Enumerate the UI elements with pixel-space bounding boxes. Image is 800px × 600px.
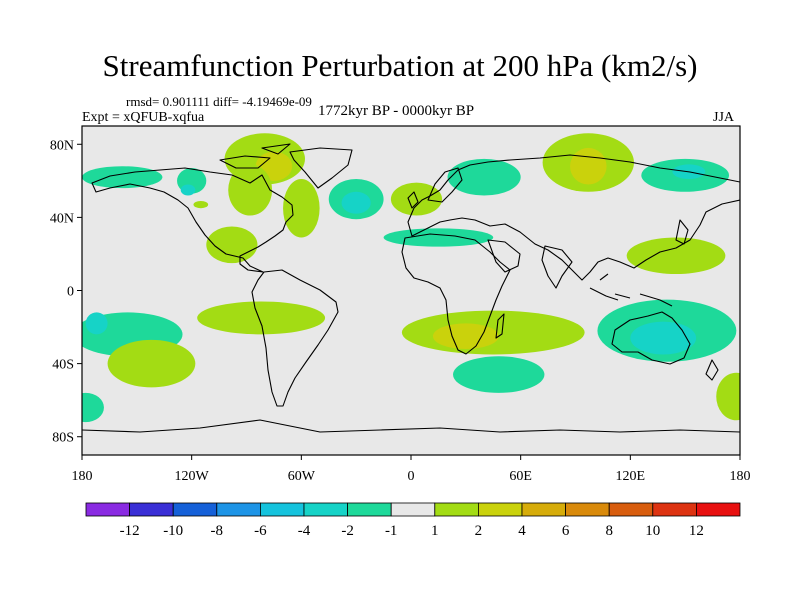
- colorbar-swatch-1: [85, 502, 130, 517]
- lon-tick-label: 120W: [175, 469, 210, 484]
- colorbar-label: 10: [645, 523, 660, 539]
- anomaly-region-4: [283, 179, 320, 238]
- colorbar-label: 4: [518, 523, 526, 539]
- colorbar-label: -12: [120, 523, 140, 539]
- coast-arabia: [487, 239, 521, 273]
- colorbar-label: -10: [163, 523, 183, 539]
- colorbar-swatch-10: [477, 502, 523, 517]
- colorbar-swatch-4: [216, 502, 261, 517]
- colorbar-swatch-3: [172, 502, 218, 517]
- anomaly-region-29: [82, 392, 104, 423]
- anomaly-region-22: [197, 301, 326, 335]
- anomaly-region-26: [453, 356, 545, 393]
- coast-africa: [401, 233, 511, 355]
- anomaly-region-7: [341, 191, 371, 214]
- axis-ticks: 80N 40N 0 40S 80S 180 120W 60W 0 60E 120E 180: [50, 138, 751, 484]
- colorbar-label: -6: [254, 523, 267, 539]
- coast-eurasia: [407, 154, 740, 281]
- lon-tick-label: 180: [730, 469, 751, 484]
- anomaly-region-13: [447, 158, 521, 196]
- coast-arctic-islands: [219, 143, 291, 169]
- anomaly-region-10: [82, 166, 163, 189]
- anomaly-region-11: [193, 200, 209, 209]
- lon-tick-label: 180: [72, 469, 93, 484]
- anomaly-region-21: [85, 312, 108, 335]
- season-label: JJA: [713, 110, 735, 125]
- colorbar-swatch-11: [521, 502, 566, 517]
- stats-label: rmsd= 0.901111 diff= -4.19469e-09: [126, 94, 312, 109]
- coast-madagascar: [495, 313, 505, 339]
- anomaly-region-18: [626, 237, 726, 275]
- lon-tick-label: 0: [408, 469, 415, 484]
- colorbar-swatch-2: [129, 502, 174, 517]
- colorbar-label: 2: [475, 523, 483, 539]
- lat-tick-label: 0: [67, 285, 74, 300]
- colorbar-swatch-9: [434, 502, 479, 517]
- period-label: 1772kyr BP - 0000kyr BP: [318, 103, 475, 119]
- colorbar-swatch-5: [259, 502, 305, 517]
- coast-indonesia: [589, 273, 673, 307]
- lon-tick-label: 60E: [509, 469, 532, 484]
- colorbar-swatch-13: [608, 502, 654, 517]
- coast-scandinavia: [427, 167, 463, 203]
- anomaly-layer: [82, 133, 740, 423]
- coast-antarctica: [82, 419, 740, 433]
- anomaly-region-19: [383, 228, 494, 247]
- colorbar-label: 8: [605, 523, 613, 539]
- anomaly-region-15: [570, 147, 607, 185]
- colorbar-label: -4: [298, 523, 311, 539]
- coastlines: [82, 143, 740, 433]
- colorbar-swatch-7: [347, 502, 392, 517]
- lat-tick-label: 40N: [50, 211, 74, 226]
- colorbar-label: 12: [689, 523, 704, 539]
- anomaly-region-30: [716, 372, 740, 421]
- colorbar-swatch-8: [390, 502, 436, 517]
- anomaly-region-28: [630, 321, 697, 355]
- lon-tick-label: 60W: [288, 469, 316, 484]
- anomaly-region-9: [180, 184, 196, 196]
- colorbar-swatch-12: [565, 502, 610, 517]
- coast-japan: [675, 219, 689, 245]
- experiment-label: Expt = xQFUB-xqfua: [82, 110, 205, 125]
- coast-new-zealand: [705, 359, 719, 381]
- colorbar-label: 6: [562, 523, 570, 539]
- colorbar-label: 1: [431, 523, 439, 539]
- lon-tick-label: 120E: [616, 469, 646, 484]
- chart-title: Streamfunction Perturbation at 200 hPa (…: [102, 48, 698, 83]
- coast-north-america: [91, 167, 294, 273]
- colorbar-label: -1: [385, 523, 398, 539]
- colorbar-swatch-15: [696, 502, 741, 517]
- colorbar-label: -2: [341, 523, 354, 539]
- colorbar-label: -8: [211, 523, 224, 539]
- coast-south-america: [251, 269, 339, 407]
- coast-uk: [407, 191, 419, 209]
- coast-india: [541, 245, 573, 289]
- anomaly-region-23: [107, 339, 196, 388]
- lat-tick-label: 40S: [52, 358, 74, 373]
- coast-greenland: [289, 147, 353, 189]
- colorbar-swatch-14: [652, 502, 697, 517]
- coast-australia: [611, 311, 691, 365]
- lat-tick-label: 80N: [50, 138, 74, 153]
- lat-tick-label: 80S: [52, 431, 74, 446]
- anomaly-region-25: [432, 323, 499, 349]
- colorbar-swatch-6: [303, 502, 348, 517]
- anomaly-region-3: [228, 164, 273, 216]
- colorbar: -12 -10 -8 -6 -4 -2 -1 1 2 4 6 8 10 12: [85, 502, 741, 539]
